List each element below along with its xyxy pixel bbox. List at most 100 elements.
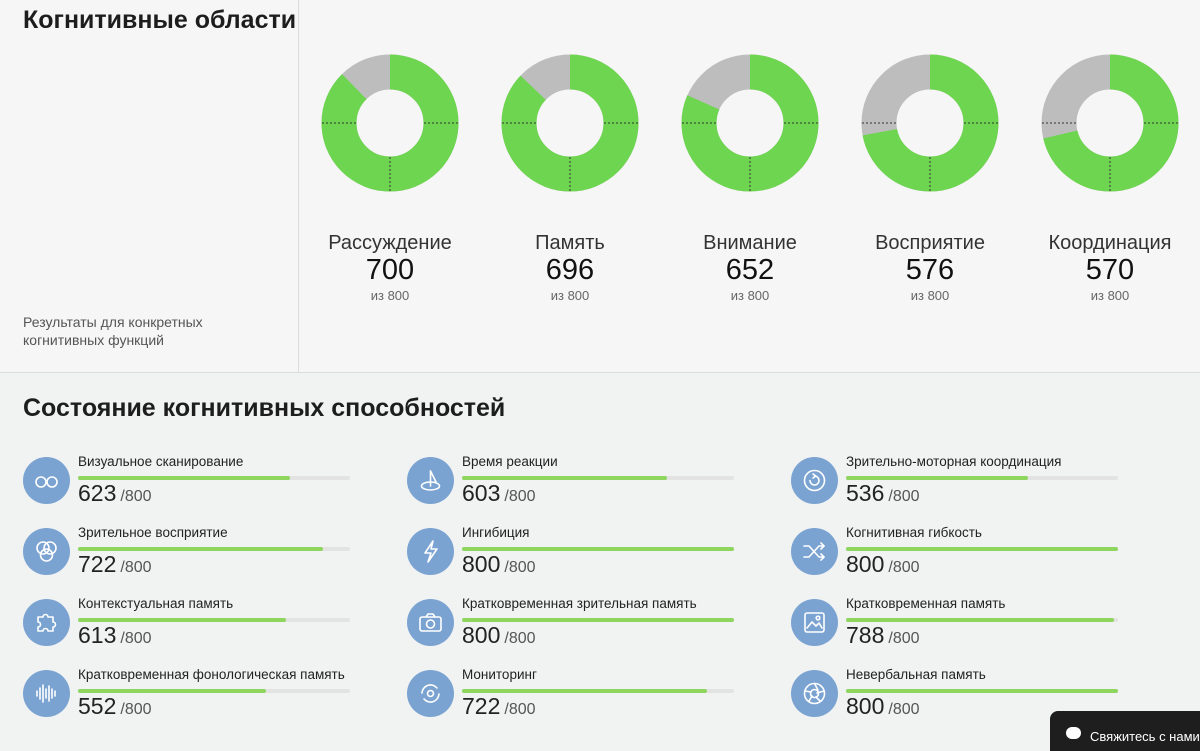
ability-progress-fill: [462, 689, 708, 693]
ability-item: Время реакции 603/800: [407, 455, 767, 521]
ability-progress-fill: [78, 547, 324, 551]
ability-progress-fill: [78, 476, 290, 480]
ability-score: 800/800: [846, 693, 920, 720]
ability-name: Зрительное восприятие: [78, 525, 228, 540]
ability-score-max: /800: [888, 630, 920, 647]
ability-score: 800/800: [462, 622, 536, 649]
ability-progress-bar: [462, 476, 734, 480]
ability-progress-bar: [846, 689, 1118, 693]
domain-donut: [1041, 54, 1179, 192]
ability-item: Когнитивная гибкость 800/800: [791, 526, 1151, 592]
cognitive-domains-section: Когнитивные области Результаты для конкр…: [0, 0, 1200, 372]
contact-us-button[interactable]: Свяжитесь с нами: [1050, 711, 1200, 751]
ability-score: 800/800: [462, 551, 536, 578]
ability-name: Зрительно-моторная координация: [846, 454, 1062, 469]
glasses-icon: [23, 457, 70, 504]
domain-name: Внимание: [703, 232, 797, 254]
domain-name: Координация: [1048, 232, 1172, 254]
lightning-icon: [407, 528, 454, 575]
domain-name: Восприятие: [875, 232, 985, 254]
ability-score-value: 623: [78, 480, 117, 506]
ability-score-value: 800: [846, 693, 885, 719]
ability-item: Невербальная память 800/800: [791, 668, 1151, 734]
contact-us-label: Свяжитесь с нами: [1090, 729, 1200, 744]
ability-item: Ингибиция 800/800: [407, 526, 767, 592]
ability-item: Зрительно-моторная координация 536/800: [791, 455, 1151, 521]
ability-item: Визуальное сканирование 623/800: [23, 455, 383, 521]
ability-progress-bar: [78, 689, 350, 693]
ability-name: Контекстуальная память: [78, 596, 234, 611]
ability-item: Кратковременная память 788/800: [791, 597, 1151, 663]
ability-score-value: 536: [846, 480, 885, 506]
ability-score-max: /800: [504, 559, 536, 576]
ability-progress-bar: [846, 547, 1118, 551]
domain-max: из 800: [730, 288, 770, 303]
ability-progress-bar: [846, 618, 1118, 622]
domain-score: 700: [365, 254, 415, 286]
ability-progress-fill: [846, 689, 1118, 693]
rotate-icon: [407, 670, 454, 717]
ability-score-max: /800: [504, 488, 536, 505]
ability-score-value: 722: [78, 551, 117, 577]
ability-name: Время реакции: [462, 454, 558, 469]
ability-progress-bar: [78, 618, 350, 622]
dial-icon: [407, 457, 454, 504]
ability-score-max: /800: [120, 488, 152, 505]
ability-name: Кратковременная память: [846, 596, 1006, 611]
domain-score: 576: [905, 254, 955, 286]
domain-name: Память: [535, 232, 605, 254]
ability-item: Зрительное восприятие 722/800: [23, 526, 383, 592]
domains-intro-panel: Когнитивные области Результаты для конкр…: [0, 0, 299, 372]
ability-progress-bar: [462, 689, 734, 693]
ability-name: Ингибиция: [462, 525, 530, 540]
ability-score: 788/800: [846, 622, 920, 649]
ability-score-max: /800: [120, 559, 152, 576]
ability-score-value: 613: [78, 622, 117, 648]
ability-score: 552/800: [78, 693, 152, 720]
target-icon: [791, 457, 838, 504]
ability-progress-bar: [78, 547, 350, 551]
domain-score: 696: [545, 254, 595, 286]
ability-progress-bar: [462, 547, 734, 551]
ability-name: Когнитивная гибкость: [846, 525, 982, 540]
domain-card: Восприятие 576 из 800: [840, 46, 1020, 303]
ability-score: 722/800: [78, 551, 152, 578]
ability-score: 800/800: [846, 551, 920, 578]
ability-progress-bar: [846, 476, 1118, 480]
domain-card: Рассуждение 700 из 800: [300, 46, 480, 303]
domain-card: Внимание 652 из 800: [660, 46, 840, 303]
ability-name: Кратковременная зрительная память: [462, 596, 697, 611]
ability-score: 603/800: [462, 480, 536, 507]
domain-max: из 800: [1090, 288, 1130, 303]
ability-progress-fill: [462, 476, 668, 480]
ability-progress-fill: [462, 547, 734, 551]
ability-progress-bar: [78, 476, 350, 480]
ability-score: 722/800: [462, 693, 536, 720]
ability-score-max: /800: [120, 630, 152, 647]
section-divider: [0, 372, 1200, 373]
shuffle-icon: [791, 528, 838, 575]
chat-icon: [1066, 727, 1081, 739]
domain-donut: [861, 54, 999, 192]
ability-score-value: 788: [846, 622, 885, 648]
ability-score-max: /800: [888, 701, 920, 718]
ability-score-value: 722: [462, 693, 501, 719]
ability-item: Кратковременная фонологическая память 552…: [23, 668, 383, 734]
domain-max: из 800: [910, 288, 950, 303]
domains-subtitle: Результаты для конкретных когнитивных фу…: [23, 314, 203, 348]
ability-item: Кратковременная зрительная память 800/800: [407, 597, 767, 663]
ability-score-value: 800: [462, 551, 501, 577]
ability-score-max: /800: [120, 701, 152, 718]
circles-icon: [23, 528, 70, 575]
soundwave-icon: [23, 670, 70, 717]
camera-icon: [407, 599, 454, 646]
ability-name: Визуальное сканирование: [78, 454, 244, 469]
abilities-title: Состояние когнитивных способностей: [23, 394, 506, 422]
ability-score: 613/800: [78, 622, 152, 649]
ability-name: Кратковременная фонологическая память: [78, 667, 345, 682]
domain-name: Рассуждение: [328, 232, 452, 254]
domain-donut: [501, 54, 639, 192]
puzzle-icon: [23, 599, 70, 646]
ability-name: Невербальная память: [846, 667, 986, 682]
ability-progress-bar: [462, 618, 734, 622]
